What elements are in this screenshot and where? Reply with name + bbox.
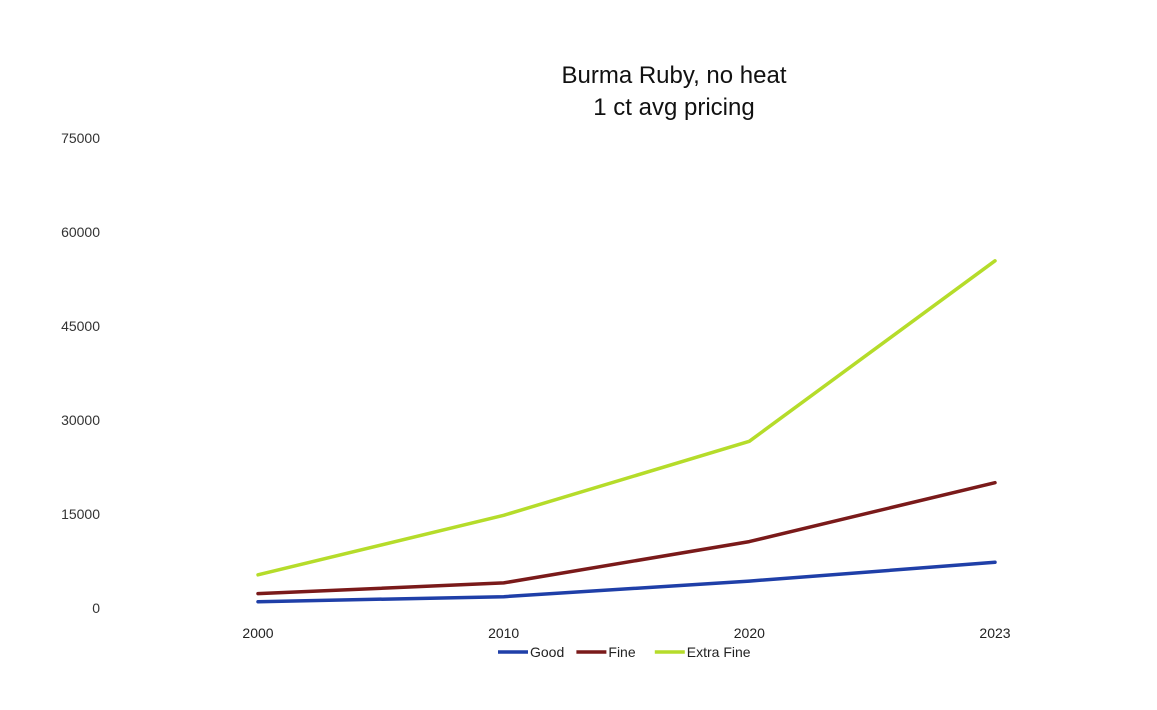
legend-label: Good	[530, 644, 564, 660]
series-line-extra-fine	[256, 259, 997, 577]
series-line-good	[256, 560, 997, 604]
legend-item: Good	[498, 644, 564, 660]
chart-title: Burma Ruby, no heat	[561, 62, 787, 89]
legend-item: Extra Fine	[654, 644, 751, 660]
y-tick-label: 30000	[61, 412, 100, 428]
y-tick-label: 60000	[61, 224, 100, 240]
legend-label: Fine	[608, 644, 635, 660]
legend-item: Fine	[576, 644, 636, 660]
y-tick-label: 0	[92, 600, 100, 616]
x-tick-label: 2020	[734, 625, 765, 641]
x-tick-label: 2010	[488, 625, 519, 641]
y-tick-label: 15000	[61, 506, 100, 522]
x-tick-label: 2023	[979, 625, 1010, 641]
legend-label: Extra Fine	[687, 644, 751, 660]
chart-subtitle: 1 ct avg pricing	[593, 94, 755, 121]
y-tick-label: 45000	[61, 318, 100, 334]
y-tick-label: 75000	[61, 130, 100, 146]
series-line-fine	[256, 480, 997, 596]
x-tick-label: 2000	[242, 625, 273, 641]
chart-title-block: Burma Ruby, no heat 1 ct avg pricing	[524, 60, 824, 124]
